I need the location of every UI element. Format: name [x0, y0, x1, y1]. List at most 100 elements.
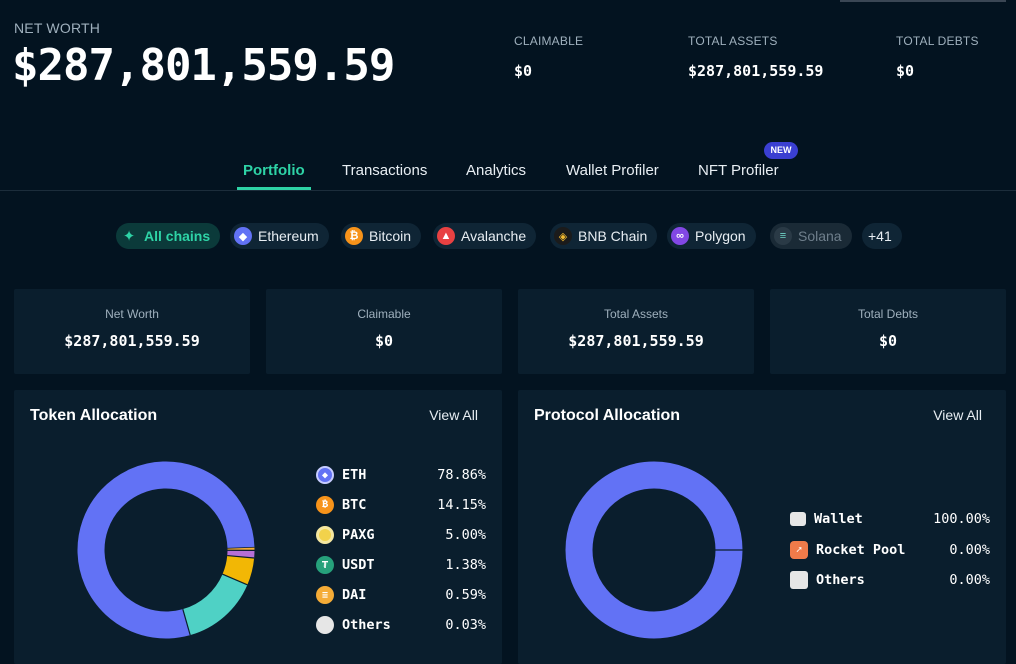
chain-label: All chains [144, 228, 211, 244]
more-chains-label: +41 [868, 228, 892, 244]
others-icon [790, 571, 808, 589]
net-worth-label: NET WORTH [14, 20, 101, 36]
donut-separator [227, 554, 255, 559]
protocol-allocation-panel: Protocol Allocation View All Wallet 100.… [518, 390, 1006, 664]
ethereum-icon: ◆ [316, 466, 334, 484]
protocol-pct: 0.00% [949, 542, 990, 558]
tab-nft-profiler[interactable]: NFT Profiler [698, 162, 779, 179]
chain-filter-all[interactable]: ✦ All chains [116, 223, 221, 249]
active-tab-indicator [237, 187, 311, 190]
dai-icon: ≡ [316, 586, 334, 604]
claimable-card: Claimable $0 [266, 289, 502, 374]
claimable-stat: CLAIMABLE $0 [514, 34, 583, 80]
legend-row-usdt: ₮ USDT 1.38% [316, 556, 486, 574]
total-assets-stat: TOTAL ASSETS $287,801,559.59 [688, 34, 823, 80]
protocol-name: Wallet [814, 511, 863, 527]
donut-separator [222, 573, 248, 586]
net-worth-card: Net Worth $287,801,559.59 [14, 289, 250, 374]
card-value: $287,801,559.59 [64, 332, 200, 350]
legend-row-rocket-pool: ➚ Rocket Pool 0.00% [790, 541, 990, 559]
tab-bar: Portfolio Transactions Analytics Wallet … [0, 150, 1016, 191]
rocket-pool-icon: ➚ [790, 541, 808, 559]
protocol-name: Rocket Pool [816, 542, 906, 558]
ethereum-icon: ◆ [234, 227, 252, 245]
token-allocation-panel: Token Allocation View All ◆ ETH 78.86% ₿… [14, 390, 502, 664]
chain-label: Polygon [695, 228, 746, 244]
token-name: PAXG [342, 527, 375, 543]
donut-separator [182, 608, 191, 636]
token-pct: 5.00% [445, 527, 486, 543]
card-value: $287,801,559.59 [568, 332, 704, 350]
tether-icon: ₮ [316, 556, 334, 574]
tab-transactions[interactable]: Transactions [342, 162, 428, 179]
chain-filter-more[interactable]: +41 [862, 223, 902, 249]
paxg-icon [316, 526, 334, 544]
chain-filter-bnb[interactable]: ◈ BNB Chain [550, 223, 658, 249]
claimable-value: $0 [514, 62, 533, 80]
legend-row-others: Others 0.03% [316, 616, 486, 634]
total-debts-card: Total Debts $0 [770, 289, 1006, 374]
legend-row-paxg: PAXG 5.00% [316, 526, 486, 544]
protocol-pct: 0.00% [949, 572, 990, 588]
total-assets-card: Total Assets $287,801,559.59 [518, 289, 754, 374]
donut-slice-wallet [565, 461, 743, 639]
chain-filter-ethereum[interactable]: ◆ Ethereum [230, 223, 329, 249]
bnb-icon: ◈ [554, 227, 572, 245]
token-pct: 14.15% [437, 497, 486, 513]
legend-row-wallet: Wallet 100.00% [790, 511, 990, 527]
token-pct: 0.59% [445, 587, 486, 603]
card-label: Total Assets [603, 307, 669, 321]
chain-filter-polygon[interactable]: ∞ Polygon [667, 223, 756, 249]
card-label: Total Debts [857, 307, 919, 321]
tab-analytics[interactable]: Analytics [466, 162, 527, 179]
protocol-pct: 100.00% [933, 511, 990, 527]
chain-label: Ethereum [258, 228, 319, 244]
panel-title: Protocol Allocation [534, 407, 681, 424]
chain-filter-avalanche[interactable]: ▲ Avalanche [433, 223, 537, 249]
donut-slice-eth [77, 461, 255, 639]
card-label: Net Worth [105, 307, 159, 321]
card-label: Claimable [357, 307, 411, 321]
chain-label: BNB Chain [578, 228, 648, 244]
card-value: $0 [878, 332, 898, 350]
chain-filter-bitcoin[interactable]: ₿ Bitcoin [341, 223, 422, 249]
solana-icon: ≡ [774, 227, 792, 245]
token-pct: 0.03% [445, 617, 486, 633]
chain-filter-solana[interactable]: ≡ Solana [770, 223, 852, 249]
bitcoin-icon: ₿ [345, 227, 363, 245]
others-icon [316, 616, 334, 634]
net-worth-value: $287,801,559.59 [12, 40, 395, 91]
token-pct: 1.38% [445, 557, 486, 573]
card-value: $0 [374, 332, 394, 350]
polygon-icon: ∞ [671, 227, 689, 245]
all-chains-icon: ✦ [122, 228, 136, 245]
panel-title: Token Allocation [30, 407, 158, 424]
total-debts-label: TOTAL DEBTS [896, 34, 979, 48]
view-all-link[interactable]: View All [429, 407, 478, 423]
view-all-link[interactable]: View All [933, 407, 982, 423]
token-name: BTC [342, 497, 367, 513]
legend-row-eth: ◆ ETH 78.86% [316, 466, 486, 484]
tab-wallet-profiler[interactable]: Wallet Profiler [566, 162, 659, 179]
top-accent-bar [840, 0, 1006, 2]
total-assets-value: $287,801,559.59 [688, 62, 824, 80]
protocol-donut-chart [565, 461, 743, 639]
total-debts-stat: TOTAL DEBTS $0 [896, 34, 979, 80]
token-donut-chart [77, 461, 255, 639]
token-name: Others [342, 617, 391, 633]
claimable-label: CLAIMABLE [514, 34, 584, 48]
token-name: DAI [342, 587, 367, 603]
legend-row-protocol-others: Others 0.00% [790, 571, 990, 589]
token-pct: 78.86% [437, 467, 486, 483]
legend-row-dai: ≡ DAI 0.59% [316, 586, 486, 604]
chain-label: Bitcoin [369, 228, 412, 244]
chain-label: Solana [798, 228, 842, 244]
legend-row-btc: ₿ BTC 14.15% [316, 496, 486, 514]
donut-separator [227, 546, 255, 549]
avalanche-icon: ▲ [437, 227, 455, 245]
bitcoin-icon: ₿ [316, 496, 334, 514]
token-name: ETH [342, 467, 367, 483]
new-badge: NEW [764, 142, 798, 159]
tab-portfolio[interactable]: Portfolio [243, 162, 305, 179]
chain-label: Avalanche [461, 228, 527, 244]
